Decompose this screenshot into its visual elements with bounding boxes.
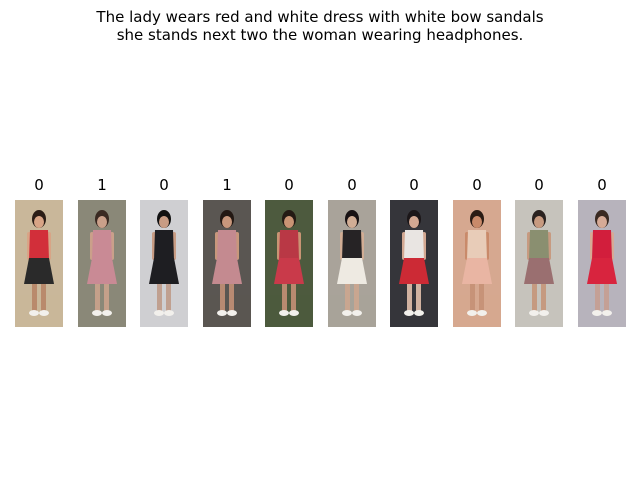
match-label: 0 [347,176,357,194]
caption-line-1: The lady wears red and white dress with … [96,8,544,26]
person-crop-image [203,200,251,327]
match-label: 0 [409,176,419,194]
person-crop-image [265,200,313,327]
person-crop-image [515,200,563,327]
match-label: 0 [284,176,294,194]
person-crop-image [140,200,188,327]
person-crop-image [453,200,501,327]
match-label: 0 [34,176,44,194]
person-crop-image [15,200,63,327]
caption-line-2: she stands next two the woman wearing he… [116,26,524,44]
query-caption: The lady wears red and white dress with … [0,8,640,44]
match-label: 0 [159,176,169,194]
match-label: 1 [97,176,107,194]
person-crop-image [390,200,438,327]
person-crop-image [578,200,626,327]
match-label: 0 [472,176,482,194]
match-label: 0 [597,176,607,194]
person-crop-image [328,200,376,327]
match-label: 0 [534,176,544,194]
match-label: 1 [222,176,232,194]
person-crop-image [78,200,126,327]
